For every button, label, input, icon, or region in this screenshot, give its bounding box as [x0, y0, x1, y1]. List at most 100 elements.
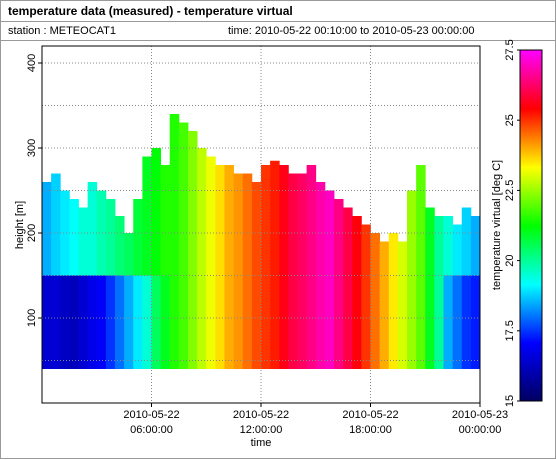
colorbar-swatch	[520, 77, 542, 81]
heat-cell	[42, 275, 52, 369]
heat-cell	[324, 190, 335, 276]
heat-cell	[142, 156, 152, 276]
colorbar-swatch	[520, 133, 542, 137]
colorbar-swatch	[520, 51, 542, 55]
y-tick-label: 200	[26, 224, 38, 242]
colorbar-swatch	[520, 289, 542, 292]
colorbar-swatch	[520, 177, 542, 181]
heat-cell	[361, 275, 371, 369]
colorbar-swatch	[520, 129, 542, 133]
colorbar-swatch	[520, 395, 542, 398]
heat-cell	[69, 199, 79, 276]
colorbar-swatch	[520, 145, 542, 149]
y-axis-label: height [m]	[14, 201, 26, 249]
colorbar-swatch	[520, 351, 542, 354]
colorbar-swatch	[520, 269, 542, 272]
colorbar-swatch	[520, 345, 542, 348]
colorbar-swatch	[520, 163, 542, 167]
colorbar-swatch	[520, 233, 542, 236]
colorbar-swatch	[520, 53, 542, 57]
colorbar-swatch	[520, 377, 542, 380]
colorbar-swatch	[520, 343, 542, 346]
heat-cell	[105, 199, 116, 276]
colorbar-swatch	[520, 277, 542, 280]
colorbar-swatch	[520, 115, 542, 119]
heat-cell	[169, 275, 180, 369]
colorbar-swatch	[520, 295, 542, 298]
colorbar-swatch	[520, 165, 542, 169]
heat-cell	[261, 275, 271, 369]
heat-cell	[251, 275, 262, 369]
heat-cell	[124, 233, 134, 276]
colorbar-swatch	[520, 385, 542, 388]
colorbar-swatch	[520, 149, 542, 153]
colorbar-swatch	[520, 151, 542, 155]
colorbar-swatch	[520, 389, 542, 392]
heat-cell	[169, 114, 180, 276]
heat-cell	[461, 275, 472, 369]
x-tick-label: 2010-05-22	[123, 409, 179, 421]
colorbar-swatch	[520, 139, 542, 143]
colorbar-swatch	[520, 311, 542, 314]
colorbar-swatch	[520, 255, 542, 258]
heat-cell	[370, 233, 381, 276]
heat-cell	[197, 148, 207, 276]
colorbar-swatch	[520, 243, 542, 246]
heat-cell	[160, 165, 171, 276]
colorbar-swatch	[520, 59, 542, 63]
heat-cell	[425, 207, 435, 276]
colorbar-tick-label: 27.5	[504, 39, 516, 60]
heat-cell	[443, 275, 454, 369]
heat-cell	[251, 182, 262, 276]
colorbar-swatch	[520, 87, 542, 91]
heat-cell	[288, 173, 298, 276]
heat-cell	[434, 216, 444, 276]
heat-cell	[334, 199, 344, 276]
x-axis-label: time	[251, 437, 272, 449]
colorbar-swatch	[520, 341, 542, 344]
colorbar-swatch	[520, 399, 542, 402]
colorbar-swatch	[520, 119, 542, 123]
colorbar-swatch	[520, 127, 542, 131]
heat-cell	[224, 275, 235, 369]
colorbar-swatch	[520, 359, 542, 362]
heat-cell	[288, 275, 298, 369]
heat-cell	[188, 275, 198, 369]
colorbar-swatch	[520, 325, 542, 328]
colorbar-swatch	[520, 331, 542, 334]
colorbar-swatch	[520, 99, 542, 103]
colorbar-swatch	[520, 85, 542, 89]
colorbar-swatch	[520, 73, 542, 77]
heat-cell	[51, 173, 61, 276]
colorbar-swatch	[520, 381, 542, 384]
time-range: time: 2010-05-22 00:10:00 to 2010-05-23 …	[228, 25, 474, 37]
colorbar-tick-label: 20	[504, 254, 516, 266]
heat-cell	[233, 173, 244, 276]
colorbar-swatch	[520, 383, 542, 386]
colorbar-swatch	[520, 275, 542, 278]
colorbar-swatch	[520, 215, 542, 219]
x-tick-label: 00:00:00	[459, 424, 502, 436]
heat-cell	[452, 224, 463, 276]
colorbar-frame	[519, 49, 543, 402]
heat-cell	[434, 275, 444, 369]
colorbar-swatch	[520, 193, 542, 197]
colorbar-swatch	[520, 319, 542, 322]
colorbar-swatch	[520, 195, 542, 199]
colorbar-swatch	[520, 89, 542, 93]
colorbar-swatch	[520, 75, 542, 79]
colorbar-swatch	[520, 375, 542, 378]
colorbar-swatch	[520, 113, 542, 117]
colorbar-swatch	[520, 161, 542, 165]
heat-cell	[69, 275, 79, 369]
heat-cell	[470, 216, 481, 276]
heat-cell	[352, 216, 362, 276]
heat-cell	[361, 224, 371, 276]
heat-cell	[324, 275, 335, 369]
colorbar-swatch	[520, 333, 542, 336]
colorbar-swatch	[520, 235, 542, 238]
colorbar-swatch	[520, 167, 542, 171]
colorbar-swatch	[520, 363, 542, 366]
heat-cell	[115, 275, 125, 369]
